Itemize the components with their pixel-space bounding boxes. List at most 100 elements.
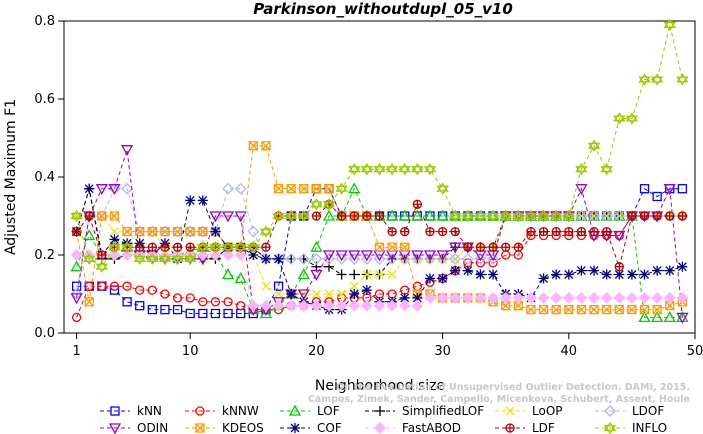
data-point: [589, 304, 599, 315]
data-point: [411, 163, 424, 176]
data-point: [385, 163, 399, 176]
data-point: [436, 209, 449, 221]
data-point: [475, 242, 486, 252]
data-point: [273, 253, 284, 264]
data-point: [412, 199, 423, 209]
data-point: [575, 291, 588, 304]
data-point: [222, 182, 234, 195]
data-point: [362, 270, 372, 279]
data-point: [209, 211, 222, 223]
data-point: [172, 226, 183, 237]
data-point: [108, 249, 121, 261]
series-layer: [70, 18, 689, 324]
data-point: [639, 304, 650, 315]
data-point: [450, 265, 461, 276]
legend-label: LOF: [317, 404, 340, 418]
data-point: [272, 209, 285, 223]
data-point: [461, 252, 474, 265]
data-point: [576, 304, 587, 315]
data-point: [436, 250, 449, 262]
data-point: [374, 242, 385, 252]
data-point: [196, 249, 209, 261]
data-point: [652, 211, 662, 221]
data-point: [576, 226, 587, 237]
data-point: [247, 225, 260, 238]
data-point: [664, 265, 675, 276]
data-point: [285, 299, 298, 312]
data-point: [562, 291, 575, 304]
data-point: [221, 211, 235, 223]
data-point: [337, 289, 347, 299]
data-point: [84, 281, 94, 291]
data-point: [324, 184, 334, 194]
data-point: [663, 184, 676, 196]
data-point: [135, 242, 145, 252]
data-point: [360, 163, 374, 176]
data-point: [614, 262, 624, 272]
data-point: [259, 307, 273, 319]
data-point: [322, 209, 336, 221]
data-point: [348, 299, 361, 312]
data-point: [625, 112, 639, 125]
data-point: [651, 291, 664, 304]
data-point: [197, 195, 208, 206]
data-point: [677, 261, 688, 272]
y-tick-label: 0.0: [34, 326, 55, 341]
data-point: [84, 297, 94, 307]
data-point: [273, 184, 284, 194]
x-tick-label: 10: [182, 344, 199, 359]
data-point: [335, 299, 348, 312]
data-point: [513, 242, 523, 252]
data-point: [463, 242, 473, 252]
data-point: [551, 226, 561, 237]
data-point: [512, 291, 525, 304]
data-point: [247, 299, 260, 312]
data-point: [374, 211, 385, 221]
data-point: [147, 304, 157, 315]
data-point: [373, 299, 386, 312]
data-point: [135, 226, 145, 237]
data-point: [147, 242, 157, 252]
data-point: [486, 209, 500, 223]
data-point: [499, 209, 512, 223]
data-point: [663, 291, 676, 304]
data-point: [487, 252, 499, 265]
legend-item: kNN: [100, 404, 162, 418]
data-point: [209, 241, 222, 254]
data-point: [462, 265, 473, 276]
data-point: [564, 304, 574, 315]
data-point: [436, 291, 449, 304]
data-point: [525, 291, 537, 304]
legend-label: SimplifiedLOF: [402, 404, 484, 418]
data-point: [638, 291, 651, 304]
x-tick-label: 1: [72, 344, 80, 359]
data-point: [604, 405, 616, 417]
data-point: [248, 141, 258, 151]
data-point: [424, 252, 436, 265]
data-point: [627, 304, 637, 315]
data-point: [663, 18, 676, 32]
y-tick-label: 0.6: [34, 92, 55, 107]
data-point: [297, 299, 310, 312]
data-point: [272, 299, 285, 312]
data-point: [234, 249, 247, 261]
data-point: [677, 211, 688, 221]
data-point: [360, 299, 373, 312]
data-point: [488, 242, 498, 252]
legend-item: LOF: [280, 404, 340, 418]
data-point: [297, 252, 310, 265]
data-point: [676, 73, 689, 86]
data-point: [449, 242, 462, 254]
data-point: [650, 73, 664, 86]
data-point: [437, 273, 448, 284]
data-point: [587, 139, 601, 152]
data-point: [501, 242, 511, 252]
data-point: [195, 406, 205, 416]
data-point: [613, 230, 626, 242]
data-point: [286, 184, 296, 194]
legend-label: COF: [317, 421, 342, 434]
data-point: [386, 299, 399, 312]
data-point: [387, 242, 397, 252]
data-point: [210, 297, 221, 307]
data-point: [375, 270, 384, 279]
